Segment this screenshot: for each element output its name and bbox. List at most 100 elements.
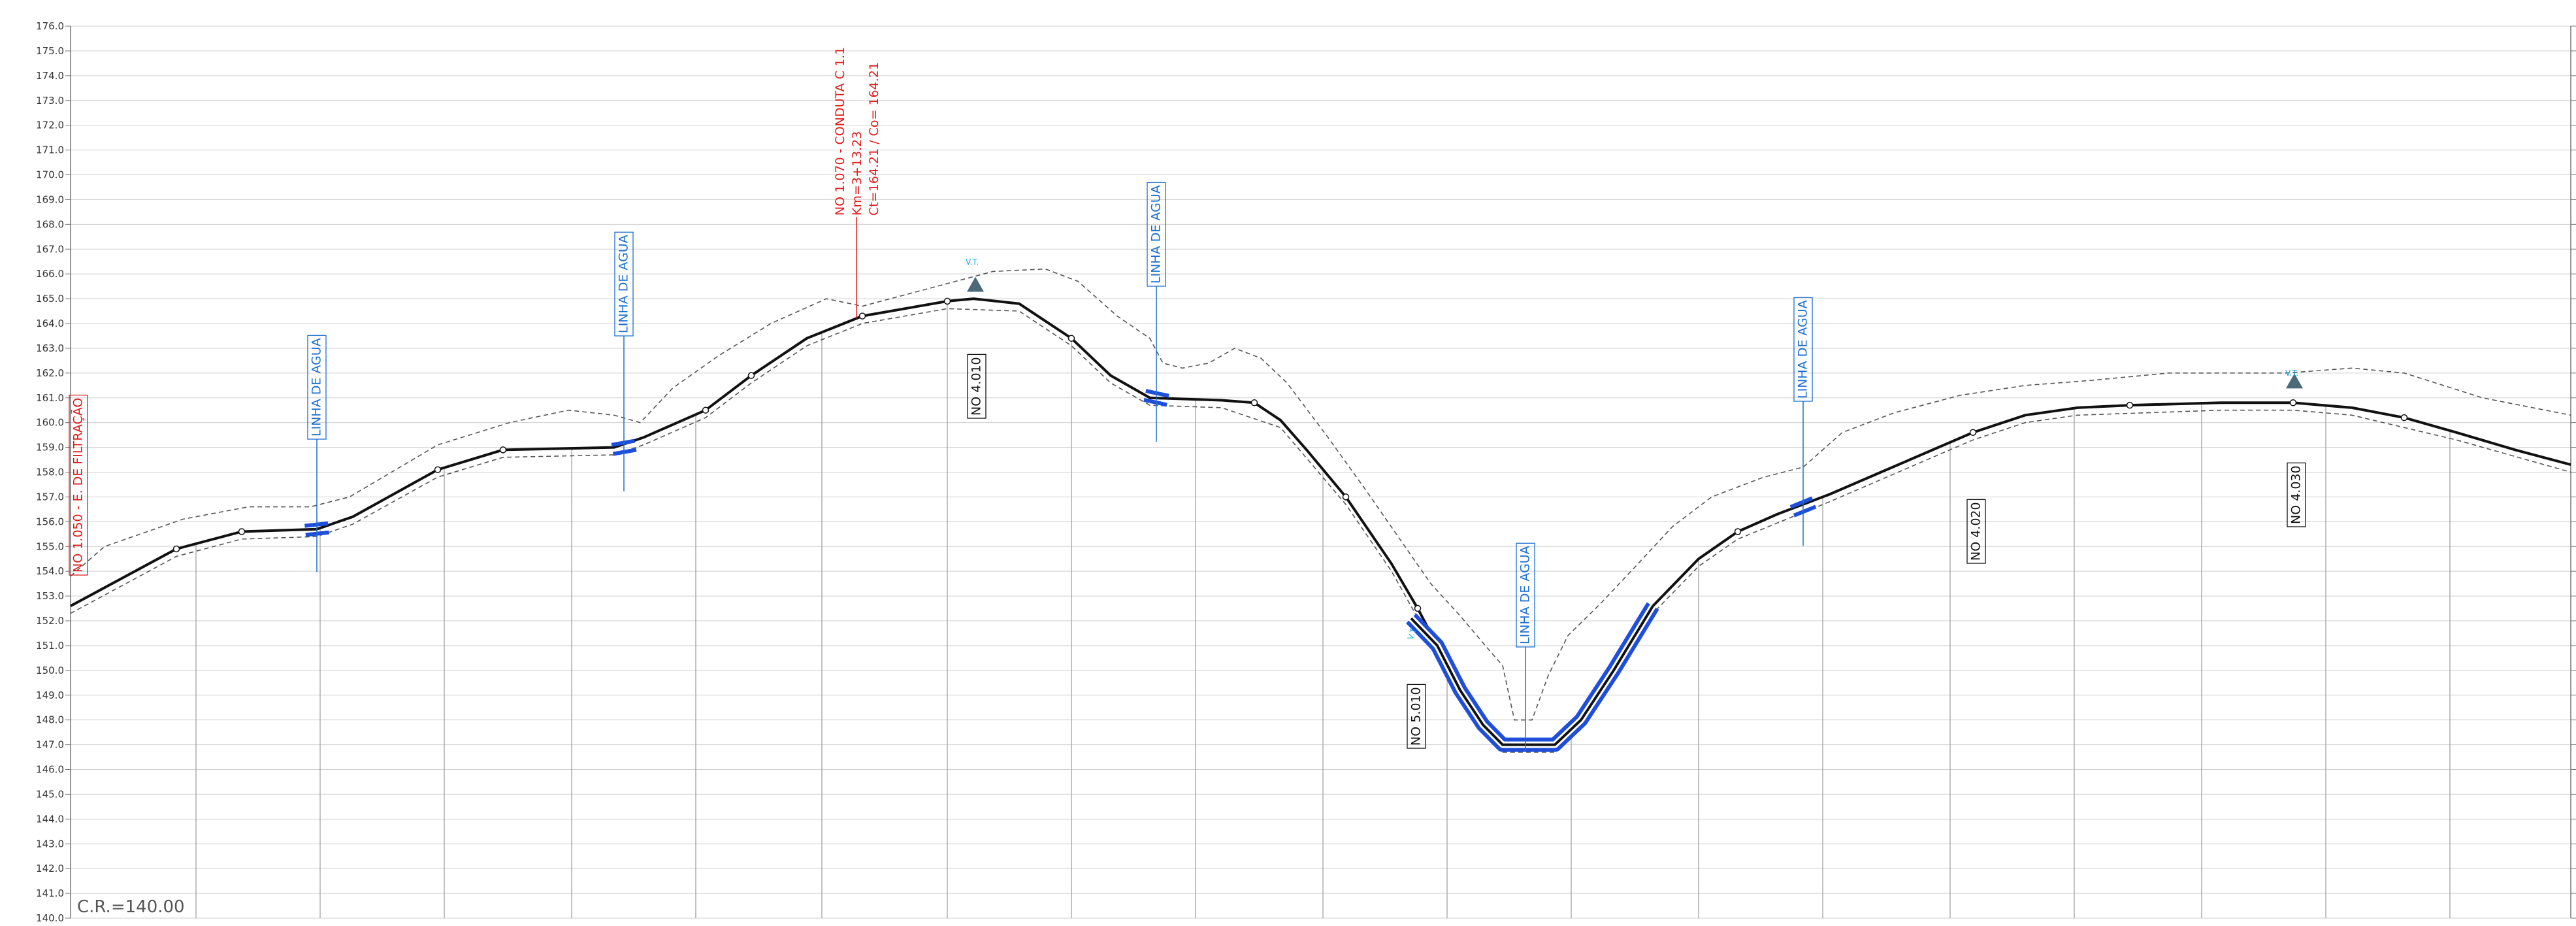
left-tick-label: 151.0 [36, 640, 64, 652]
left-tick-label: 154.0 [36, 565, 64, 577]
trench-envelope [70, 268, 2571, 753]
left-tick-label: 149.0 [36, 689, 64, 701]
node-1070-text-2: Km=3+13.23 [850, 131, 864, 216]
pipe-fitting [611, 438, 637, 456]
node-1070-line-3: Ct=164.21 / Co= 164.21 [867, 62, 881, 216]
left-tick-label: 167.0 [36, 243, 64, 255]
water-line-label-4-frame [1516, 542, 1535, 648]
node-1070-text-1: NO 1.070 - CONDUTA C 1.1 [833, 47, 847, 216]
left-tick-label: 160.0 [36, 417, 64, 429]
profile-vertex [499, 446, 507, 454]
left-tick-label: 152.0 [36, 615, 64, 627]
no-5010-label: NO 5.010 [1407, 684, 1426, 749]
air-valve-triangle-icon [967, 276, 984, 292]
left-tick-label: 147.0 [36, 739, 64, 751]
no-4020-label-frame [1966, 499, 1986, 564]
left-tick-label: 145.0 [36, 788, 64, 800]
no-4030-label-frame [2287, 462, 2306, 527]
pipe-fitting-upper [1789, 496, 1814, 509]
vt-label-valley-text: V.T. [1406, 625, 1419, 641]
left-tick-label: 163.0 [36, 342, 64, 354]
node-1070-line-1: NO 1.070 - CONDUTA C 1.1 [833, 47, 847, 216]
air-valve-triangle-icon [2286, 373, 2303, 389]
no-4010-label: NO 4.010 [967, 354, 986, 419]
water-line-label-5-frame [1793, 297, 1813, 402]
pipe-fitting-upper [1145, 389, 1169, 398]
profile-vertex [434, 466, 442, 473]
left-tick-label: 150.0 [36, 665, 64, 676]
water-line-label-2-text: LINHA DE AGUA [617, 235, 631, 333]
left-tick-label: 175.0 [36, 45, 64, 57]
pipe-fitting-lower [1793, 504, 1817, 518]
water-line-label-2: LINHA DE AGUA [614, 231, 634, 337]
no-4010-label-text: NO 4.010 [970, 357, 984, 416]
left-tick-label: 161.0 [36, 392, 64, 404]
left-tick-label: 156.0 [36, 516, 64, 527]
station-lines [195, 301, 2451, 918]
trench-envelope-upper [70, 268, 2571, 721]
node-1050-label: NO 1.050 - E. DE FILTRAÇÃO [69, 394, 88, 576]
profile-vertex [1342, 493, 1350, 501]
left-tick-label: 176.0 [36, 20, 64, 32]
pipe-fitting-lower [1143, 397, 1167, 407]
vt-label-1: V.T. [966, 257, 979, 267]
profile-vertex [2289, 399, 2297, 406]
left-tick-label: 153.0 [36, 590, 64, 602]
pipe-fitting [1143, 389, 1169, 407]
no-5010-label-frame [1407, 684, 1426, 749]
node-1050-label-text: NO 1.050 - E. DE FILTRAÇÃO [71, 398, 86, 572]
water-line-label-3: LINHA DE AGUA [1147, 182, 1166, 287]
datum-label: C.R.=140.00 [77, 897, 185, 917]
no-4030-label: NO 4.030 [2287, 462, 2306, 527]
profile-vertex [1414, 604, 1422, 612]
water-line-label-2-frame [614, 231, 634, 337]
left-tick-label: 157.0 [36, 491, 64, 503]
water-line-label-4-text: LINHA DE AGUA [1518, 546, 1533, 644]
vt-label-2: V.T. [2285, 369, 2298, 378]
left-tick-label: 171.0 [36, 144, 64, 156]
profile-vertex [858, 312, 866, 320]
profile-vertex [702, 406, 709, 414]
vt-label-valley: V.T. [1406, 625, 1419, 641]
profile-vertex [1734, 528, 1742, 535]
terrain-profile-line [70, 297, 2571, 746]
trench-envelope-lower [70, 308, 2571, 753]
elevation-gridlines [71, 25, 2571, 919]
left-tick-label: 148.0 [36, 714, 64, 726]
profile-vertex [172, 545, 180, 553]
pipe-segments [304, 389, 1817, 752]
elevation-ticks: 140.0140141.0141142.0142143.0143144.0144… [36, 20, 2576, 924]
left-tick-label: 169.0 [36, 193, 64, 205]
left-tick-label: 155.0 [36, 540, 64, 552]
profile-vertices [172, 297, 2408, 748]
pipe-fitting [1789, 496, 1817, 518]
profile-vertex [238, 528, 246, 535]
left-tick-label: 172.0 [36, 120, 64, 131]
water-line-label-4: LINHA DE AGUA [1516, 542, 1535, 648]
no-4010-label-frame [967, 354, 986, 419]
node-1070-line-2: Km=3+13.23 [850, 131, 864, 216]
no-4020-label-text: NO 4.020 [1969, 502, 1983, 561]
profile-vertex [1969, 429, 1977, 437]
left-tick-label: 164.0 [36, 318, 64, 329]
left-tick-label: 141.0 [36, 887, 64, 899]
left-tick-label: 142.0 [36, 863, 64, 874]
no-4020-label: NO 4.020 [1966, 499, 1986, 564]
water-line-label-5-text: LINHA DE AGUA [1796, 300, 1810, 399]
pipe-fitting-upper [611, 438, 636, 447]
water-line-label-1-text: LINHA DE AGUA [310, 338, 324, 437]
profile-vertex [2126, 401, 2134, 409]
left-tick-label: 159.0 [36, 442, 64, 454]
node-1050-label-frame [69, 394, 88, 576]
left-tick-label: 170.0 [36, 169, 64, 181]
left-tick-label: 158.0 [36, 467, 64, 478]
no-4030-label-text: NO 4.030 [2289, 465, 2304, 524]
left-tick-label: 143.0 [36, 838, 64, 850]
left-tick-label: 146.0 [36, 764, 64, 776]
profile-vertex [1250, 399, 1258, 406]
node-1070-text-3: Ct=164.21 / Co= 164.21 [867, 62, 881, 216]
left-tick-label: 168.0 [36, 218, 64, 230]
left-tick-label: 162.0 [36, 367, 64, 379]
water-line-label-3-frame [1147, 182, 1166, 287]
